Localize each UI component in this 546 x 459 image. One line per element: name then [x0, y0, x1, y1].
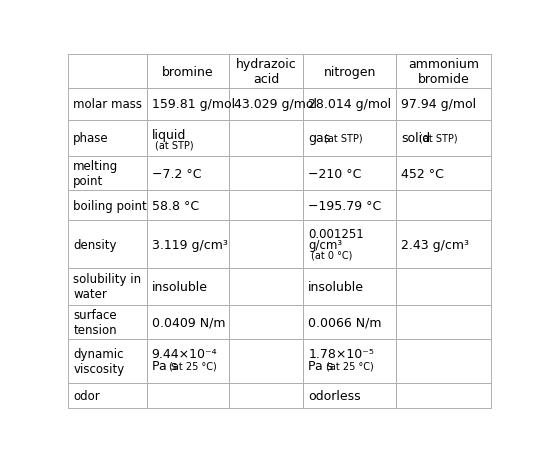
Text: (at STP): (at STP) [155, 140, 194, 150]
Bar [396, 120, 491, 157]
Text: 58.8 °C: 58.8 °C [152, 199, 199, 213]
Text: (at STP): (at STP) [324, 134, 363, 144]
Text: boiling point: boiling point [73, 199, 147, 213]
Bar [396, 305, 491, 339]
Text: dynamic
viscosity: dynamic viscosity [73, 347, 124, 375]
Bar [303, 383, 396, 409]
Bar [396, 55, 491, 89]
Bar [146, 305, 229, 339]
Text: phase: phase [73, 132, 109, 145]
Bar [146, 89, 229, 120]
Bar [396, 269, 491, 305]
Bar [229, 89, 303, 120]
Bar [303, 120, 396, 157]
Bar [303, 305, 396, 339]
Text: ammonium
bromide: ammonium bromide [408, 58, 479, 86]
Bar [396, 89, 491, 120]
Bar [229, 120, 303, 157]
Text: (at 25 °C): (at 25 °C) [169, 361, 217, 371]
Text: 0.001251: 0.001251 [308, 228, 364, 241]
Text: insoluble: insoluble [152, 280, 207, 293]
Text: (at 25 °C): (at 25 °C) [326, 361, 373, 371]
Text: 1.78×10⁻⁵: 1.78×10⁻⁵ [308, 347, 374, 360]
Text: −7.2 °C: −7.2 °C [152, 168, 201, 180]
Bar [146, 339, 229, 383]
Text: Pa s: Pa s [308, 360, 334, 373]
Text: 0.0409 N/m: 0.0409 N/m [152, 316, 225, 329]
Bar [229, 221, 303, 269]
Text: odor: odor [73, 389, 100, 402]
Bar [396, 157, 491, 191]
Text: g/cm³: g/cm³ [308, 238, 342, 251]
Bar [396, 383, 491, 409]
Text: liquid: liquid [152, 129, 186, 141]
Text: solid: solid [401, 132, 430, 145]
Bar [68, 269, 146, 305]
Text: (at 0 °C): (at 0 °C) [311, 250, 352, 260]
Bar [146, 157, 229, 191]
Bar [303, 89, 396, 120]
Text: 28.014 g/mol: 28.014 g/mol [308, 98, 391, 111]
Text: gas: gas [308, 132, 330, 145]
Text: 0.0066 N/m: 0.0066 N/m [308, 316, 382, 329]
Text: insoluble: insoluble [308, 280, 364, 293]
Text: molar mass: molar mass [73, 98, 143, 111]
Bar [146, 221, 229, 269]
Text: Pa s: Pa s [152, 360, 177, 373]
Bar [146, 55, 229, 89]
Bar [146, 120, 229, 157]
Text: 2.43 g/cm³: 2.43 g/cm³ [401, 238, 469, 251]
Text: 159.81 g/mol: 159.81 g/mol [152, 98, 235, 111]
Bar [68, 305, 146, 339]
Bar [229, 383, 303, 409]
Text: solubility in
water: solubility in water [73, 273, 141, 301]
Bar [303, 157, 396, 191]
Bar [396, 339, 491, 383]
Bar [229, 269, 303, 305]
Bar [229, 339, 303, 383]
Text: −210 °C: −210 °C [308, 168, 361, 180]
Bar [303, 191, 396, 221]
Text: −195.79 °C: −195.79 °C [308, 199, 382, 213]
Text: 3.119 g/cm³: 3.119 g/cm³ [152, 238, 228, 251]
Bar [303, 221, 396, 269]
Bar [303, 269, 396, 305]
Bar [68, 89, 146, 120]
Bar [396, 191, 491, 221]
Text: 43.029 g/mol: 43.029 g/mol [234, 98, 317, 111]
Text: 452 °C: 452 °C [401, 168, 444, 180]
Bar [68, 120, 146, 157]
Bar [303, 339, 396, 383]
Bar [68, 339, 146, 383]
Bar [68, 55, 146, 89]
Bar [229, 55, 303, 89]
Bar [146, 191, 229, 221]
Bar [68, 157, 146, 191]
Bar [68, 191, 146, 221]
Text: surface
tension: surface tension [73, 308, 117, 336]
Bar [146, 269, 229, 305]
Text: density: density [73, 238, 117, 251]
Text: hydrazoic
acid: hydrazoic acid [236, 58, 296, 86]
Text: 9.44×10⁻⁴: 9.44×10⁻⁴ [152, 347, 217, 360]
Text: bromine: bromine [162, 66, 213, 78]
Bar [229, 305, 303, 339]
Text: odorless: odorless [308, 389, 361, 402]
Text: nitrogen: nitrogen [323, 66, 376, 78]
Bar [229, 157, 303, 191]
Bar [396, 221, 491, 269]
Bar [229, 191, 303, 221]
Text: (at STP): (at STP) [419, 134, 458, 144]
Bar [303, 55, 396, 89]
Text: melting
point: melting point [73, 160, 118, 188]
Bar [146, 383, 229, 409]
Bar [68, 383, 146, 409]
Text: 97.94 g/mol: 97.94 g/mol [401, 98, 477, 111]
Bar [68, 221, 146, 269]
